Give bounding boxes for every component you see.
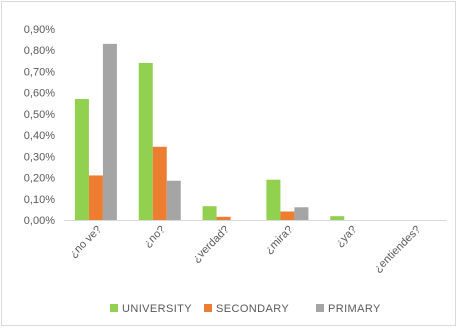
legend-swatch-secondary xyxy=(204,304,212,312)
x-tick-label: ¿mira? xyxy=(263,224,296,257)
y-tick-label: 0,20% xyxy=(24,173,55,185)
bar-university-2 xyxy=(202,206,217,220)
bar-secondary-1 xyxy=(152,146,167,220)
x-tick-label: ¿no? xyxy=(142,224,168,250)
legend-label-secondary: SECONDARY xyxy=(216,303,289,315)
bar-university-4 xyxy=(330,216,345,220)
y-axis: 0,00% 0,10% 0,20% 0,30% 0,40% 0,50% 0,60% 0,70%… xyxy=(24,24,55,227)
x-tick-label: ¿no ve? xyxy=(67,224,104,261)
y-tick-label: 0,50% xyxy=(24,109,55,121)
bar-secondary-0 xyxy=(88,175,103,220)
legend-label-primary: PRIMARY xyxy=(328,303,381,315)
y-tick-label: 0,00% xyxy=(24,215,55,227)
bar-primary-1 xyxy=(166,180,181,220)
legend-swatch-university xyxy=(110,304,118,312)
y-tick-label: 0,60% xyxy=(24,88,55,100)
bar-secondary-2 xyxy=(216,216,231,220)
y-tick-label: 0,10% xyxy=(24,194,55,206)
legend-swatch-primary xyxy=(316,304,324,312)
legend: UNIVERSITY SECONDARY PRIMARY xyxy=(110,303,381,315)
x-tick-label: ¿verdad? xyxy=(190,224,231,265)
bars xyxy=(74,43,345,221)
y-tick-label: 0,70% xyxy=(24,66,55,78)
y-tick-label: 0,40% xyxy=(24,130,55,142)
bar-university-0 xyxy=(74,99,89,220)
legend-label-university: UNIVERSITY xyxy=(122,303,192,315)
bar-university-3 xyxy=(266,179,281,220)
bar-university-1 xyxy=(138,62,153,221)
y-tick-label: 0,90% xyxy=(24,24,55,36)
x-axis: ¿no ve? ¿no? ¿verdad? ¿mira? ¿ya? ¿entiendes? xyxy=(67,224,423,275)
bar-primary-0 xyxy=(102,43,117,220)
y-tick-label: 0,80% xyxy=(24,45,55,57)
bar-primary-3 xyxy=(294,207,309,220)
bar-secondary-3 xyxy=(280,211,295,220)
x-tick-label: ¿entiendes? xyxy=(372,224,423,275)
y-tick-label: 0,30% xyxy=(24,151,55,163)
x-tick-label: ¿ya? xyxy=(334,224,360,250)
